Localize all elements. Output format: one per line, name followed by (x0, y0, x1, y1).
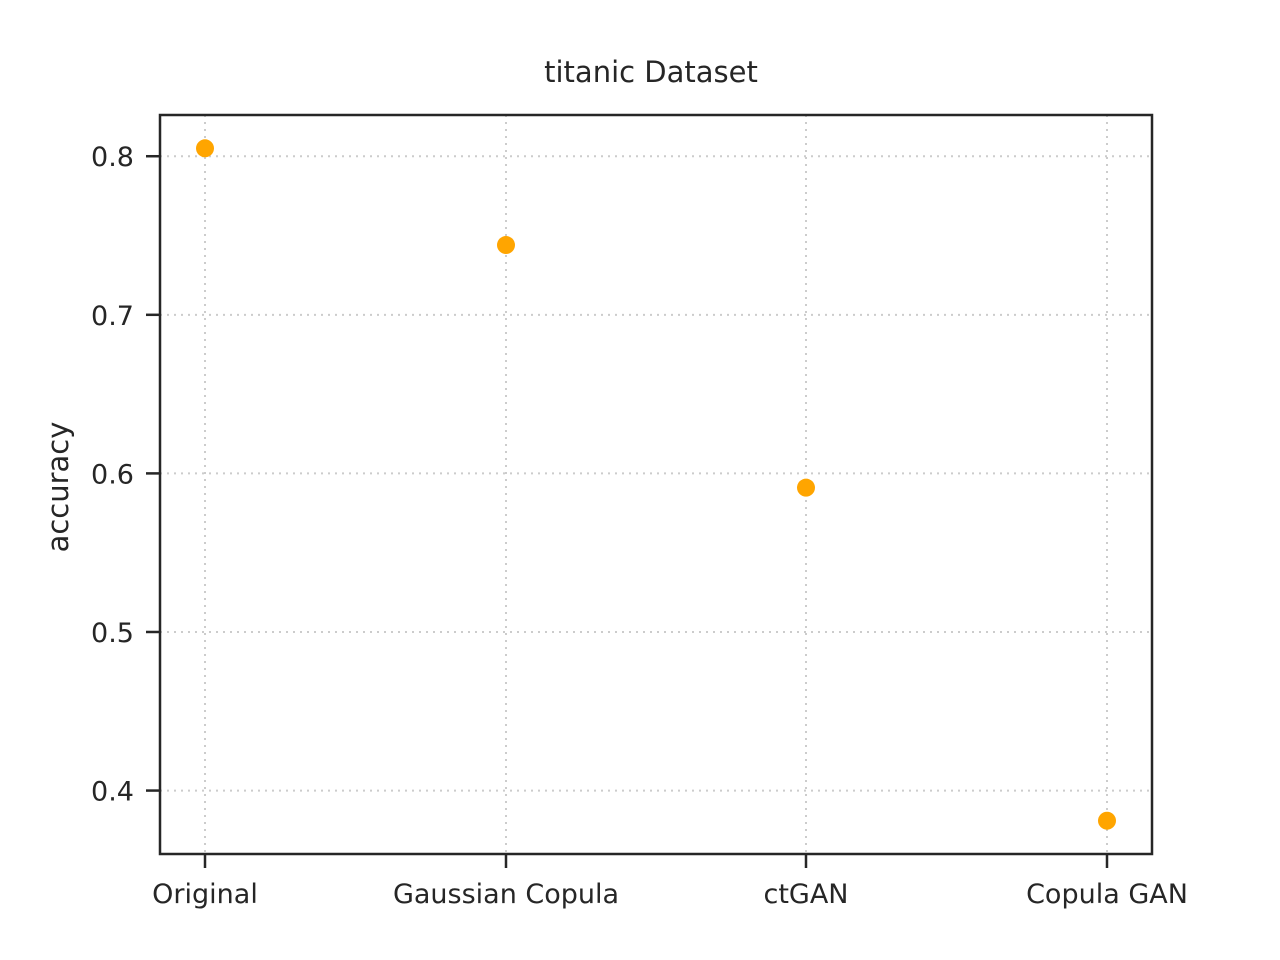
y-tick-label: 0.6 (91, 459, 134, 490)
data-point (497, 236, 515, 255)
grid-lines (160, 115, 1152, 854)
axis-ticks: Original Gaussian Copula ctGAN Copula GAN 0.… (91, 142, 1188, 910)
data-points (196, 139, 1116, 830)
data-point (797, 478, 815, 497)
y-tick-label: 0.5 (91, 618, 134, 649)
x-tick-label: Gaussian Copula (393, 879, 619, 910)
y-axis-label: accuracy (41, 422, 75, 553)
data-point (196, 139, 214, 158)
y-tick-label: 0.4 (91, 777, 134, 808)
plot-frame (158, 113, 1154, 856)
y-tick-label: 0.8 (91, 142, 134, 173)
x-tick-label: ctGAN (763, 879, 848, 910)
chart-title: titanic Dataset (544, 55, 758, 89)
x-tick-label: Original (152, 879, 258, 910)
y-tick-label: 0.7 (91, 301, 134, 332)
x-tick-label: Copula GAN (1026, 879, 1188, 910)
data-point (1098, 811, 1116, 830)
